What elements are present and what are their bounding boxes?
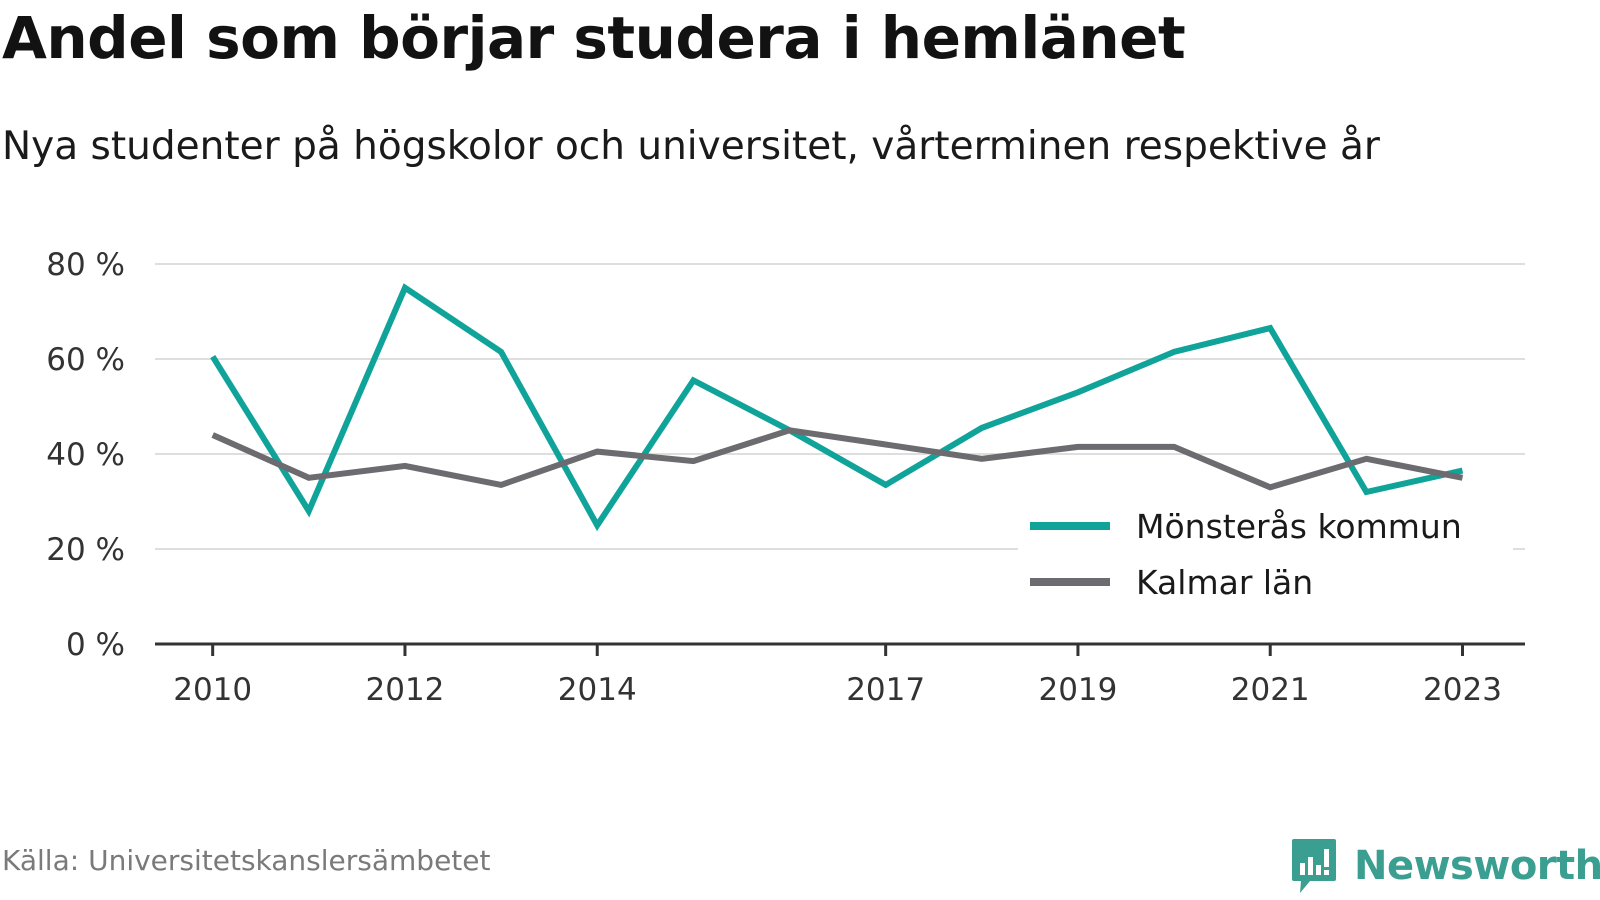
source-note: Källa: Universitetskanslersämbetet xyxy=(2,844,491,877)
x-tick-label-2023: 2023 xyxy=(1423,672,1502,708)
legend-background xyxy=(1018,498,1513,614)
y-tick-label-0: 0 % xyxy=(66,627,125,663)
y-axis-labels: 0 % 20 % 40 % 60 % 80 % xyxy=(46,247,125,663)
x-axis-labels: 2010 2012 2014 2017 2019 2021 2023 xyxy=(173,672,1502,708)
x-tick-label-2014: 2014 xyxy=(558,672,637,708)
legend-label-1: Kalmar län xyxy=(1136,563,1313,602)
x-tick-label-2012: 2012 xyxy=(366,672,445,708)
legend: Mönsterås kommun Kalmar län xyxy=(1018,498,1513,614)
y-tick-label-60: 60 % xyxy=(46,342,125,378)
x-tick-label-2021: 2021 xyxy=(1231,672,1310,708)
brand-logo: Newsworthy xyxy=(1290,836,1600,896)
y-tick-label-80: 80 % xyxy=(46,247,125,283)
x-axis xyxy=(155,642,1525,656)
series-lines xyxy=(210,283,1464,532)
brand-name: Newsworthy xyxy=(1354,843,1600,889)
series-line-1 xyxy=(211,427,1464,491)
line-chart: 0 % 20 % 40 % 60 % 80 % 2010 2012 2014 2017 2019… xyxy=(46,247,1525,708)
x-tick-label-2010: 2010 xyxy=(173,672,252,708)
chart-subtitle: Nya studenter på högskolor och universit… xyxy=(2,124,1380,169)
x-tick-label-2019: 2019 xyxy=(1038,672,1117,708)
y-tick-label-40: 40 % xyxy=(46,437,125,473)
series-line-0 xyxy=(210,283,1464,532)
legend-label-0: Mönsterås kommun xyxy=(1136,507,1462,546)
y-tick-label-20: 20 % xyxy=(46,532,125,568)
x-tick-label-2017: 2017 xyxy=(846,672,925,708)
chart-title: Andel som börjar studera i hemlänet xyxy=(2,4,1186,72)
bar-chart-badge-icon xyxy=(1292,839,1336,893)
